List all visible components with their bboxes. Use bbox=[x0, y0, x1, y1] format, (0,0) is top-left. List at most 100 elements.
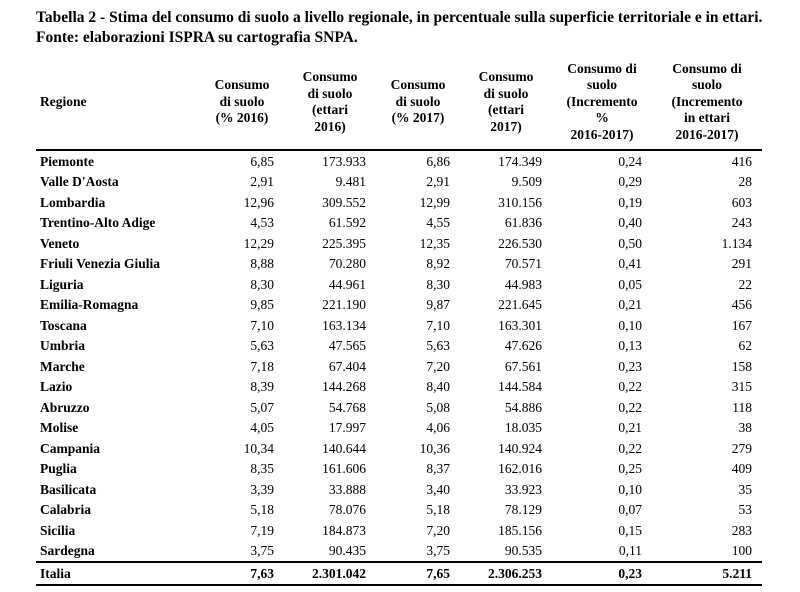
region-name: Sicilia bbox=[40, 522, 76, 538]
cell-incremento-pct: 0,22 bbox=[618, 379, 642, 394]
cell-pct-2016: 4,53 bbox=[250, 215, 274, 230]
table-row: Friuli Venezia Giulia 8,88 70.280 8,92 70.57… bbox=[36, 254, 762, 275]
region-name: Calabria bbox=[40, 502, 92, 517]
column-header-ettari-2016: Consumo di suolo (ettari 2016) bbox=[284, 56, 376, 152]
table-row: Sardegna 3,75 90.435 3,75 90.535 0,11 100 bbox=[36, 541, 762, 563]
cell-incremento-pct: 0,19 bbox=[618, 194, 642, 210]
region-name: Emilia-Romagna bbox=[40, 297, 139, 312]
cell-pct-2016: 8,35 bbox=[250, 461, 274, 476]
cell-pct-2017: 4,06 bbox=[426, 420, 450, 435]
cell-incremento-pct: 0,40 bbox=[618, 215, 642, 230]
cell-pct-2016: 9,85 bbox=[250, 297, 274, 312]
cell-pct-2016: 5,18 bbox=[250, 502, 274, 517]
region-name: Campania bbox=[40, 440, 101, 456]
cell-pct-2017: 3,40 bbox=[426, 481, 450, 497]
cell-ettari-2017: 174.349 bbox=[498, 153, 542, 169]
cell-ettari-2017: 2.306.253 bbox=[460, 561, 552, 586]
table-row: Emilia-Romagna 9,85 221.190 9,87 221.645 0,21… bbox=[36, 295, 762, 316]
table-footer: Italia 7,63 2.301.042 7,65 2.306.253 0,23 5.21… bbox=[36, 561, 762, 586]
column-header-pct-2016: Consumo di suolo (% 2016) bbox=[200, 56, 284, 152]
cell-ettari-2016: 2.301.042 bbox=[284, 561, 376, 586]
cell-ettari-2016: 309.552 bbox=[322, 194, 366, 210]
table-row: Lazio 8,39 144.268 8,40 144.584 0,22 315 bbox=[36, 377, 762, 398]
cell-ettari-2016: 9.481 bbox=[335, 174, 366, 189]
cell-incremento-pct: 0,07 bbox=[618, 502, 642, 517]
cell-pct-2016: 7,19 bbox=[250, 522, 274, 538]
cell-pct-2017: 8,37 bbox=[426, 461, 450, 476]
cell-pct-2016: 7,63 bbox=[200, 561, 284, 586]
cell-pct-2017: 8,30 bbox=[426, 276, 450, 292]
region-name: Puglia bbox=[40, 461, 77, 476]
table-row: Marche 7,18 67.404 7,20 67.561 0,23 158 bbox=[36, 356, 762, 377]
region-name: Lombardia bbox=[40, 194, 106, 210]
cell-pct-2017: 8,40 bbox=[426, 379, 450, 394]
cell-incremento-pct: 0,11 bbox=[618, 543, 642, 558]
cell-pct-2017: 5,18 bbox=[426, 502, 450, 517]
column-header-regione: Regione bbox=[36, 56, 200, 152]
cell-pct-2016: 10,34 bbox=[243, 440, 274, 456]
cell-pct-2017: 10,36 bbox=[419, 440, 450, 456]
cell-ettari-2016: 90.435 bbox=[328, 543, 366, 558]
cell-ettari-2017: 226.530 bbox=[498, 235, 542, 251]
cell-incremento-ettari: 1.134 bbox=[721, 235, 752, 251]
cell-ettari-2017: 70.571 bbox=[504, 256, 542, 271]
cell-ettari-2016: 221.190 bbox=[322, 297, 366, 312]
cell-ettari-2017: 44.983 bbox=[504, 276, 542, 292]
total-row: Italia 7,63 2.301.042 7,65 2.306.253 0,23 5.21… bbox=[36, 561, 762, 586]
table-row: Valle D'Aosta 2,91 9.481 2,91 9.509 0,29 28 bbox=[36, 172, 762, 193]
cell-pct-2016: 5,07 bbox=[250, 399, 274, 415]
cell-ettari-2016: 33.888 bbox=[328, 481, 366, 497]
cell-incremento-ettari: 158 bbox=[731, 358, 752, 374]
cell-ettari-2016: 78.076 bbox=[328, 502, 366, 517]
cell-pct-2017: 7,10 bbox=[426, 317, 450, 333]
table-row: Basilicata 3,39 33.888 3,40 33.923 0,10 35 bbox=[36, 479, 762, 500]
cell-ettari-2017: 47.626 bbox=[504, 338, 542, 353]
cell-pct-2017: 2,91 bbox=[426, 174, 450, 189]
region-name: Basilicata bbox=[40, 481, 97, 497]
cell-incremento-ettari: 35 bbox=[738, 481, 753, 497]
cell-incremento-ettari: 38 bbox=[738, 420, 753, 435]
cell-pct-2017: 12,99 bbox=[419, 194, 450, 210]
region-name: Friuli Venezia Giulia bbox=[40, 256, 161, 271]
cell-incremento-ettari: 315 bbox=[731, 379, 752, 394]
table-row: Trentino-Alto Adige 4,53 61.592 4,55 61.836 0… bbox=[36, 213, 762, 234]
region-name: Toscana bbox=[40, 317, 87, 333]
cell-ettari-2017: 221.645 bbox=[498, 297, 542, 312]
cell-incremento-ettari: 279 bbox=[731, 440, 752, 456]
table-row: Puglia 8,35 161.606 8,37 162.016 0,25 409 bbox=[36, 459, 762, 480]
region-name: Molise bbox=[40, 420, 79, 435]
consumo-suolo-table: Regione Consumo di suolo (% 2016) Consumo … bbox=[36, 56, 762, 586]
cell-incremento-ettari: 28 bbox=[738, 174, 753, 189]
cell-incremento-ettari: 243 bbox=[731, 215, 752, 230]
column-header-ettari-2017: Consumo di suolo (ettari 2017) bbox=[460, 56, 552, 152]
cell-pct-2016: 7,18 bbox=[250, 358, 274, 374]
table-row: Toscana 7,10 163.134 7,10 163.301 0,10 167 bbox=[36, 315, 762, 336]
table-row: Lombardia 12,96 309.552 12,99 310.156 0,19 603 bbox=[36, 192, 762, 213]
cell-ettari-2017: 78.129 bbox=[504, 502, 542, 517]
cell-pct-2016: 8,39 bbox=[250, 379, 274, 394]
cell-pct-2016: 8,88 bbox=[250, 256, 274, 271]
region-name: Abruzzo bbox=[40, 399, 90, 415]
cell-pct-2017: 5,63 bbox=[426, 338, 450, 353]
column-header-pct-2017: Consumo di suolo (% 2017) bbox=[376, 56, 460, 152]
cell-incremento-ettari: 167 bbox=[731, 317, 752, 333]
cell-incremento-pct: 0,21 bbox=[618, 420, 642, 435]
cell-incremento-pct: 0,24 bbox=[618, 153, 642, 169]
cell-ettari-2017: 54.886 bbox=[504, 399, 542, 415]
table-row: Molise 4,05 17.997 4,06 18.035 0,21 38 bbox=[36, 418, 762, 439]
cell-incremento-ettari: 291 bbox=[731, 256, 752, 271]
cell-pct-2017: 5,08 bbox=[426, 399, 450, 415]
cell-incremento-pct: 0,41 bbox=[618, 256, 642, 271]
cell-incremento-pct: 0,23 bbox=[618, 358, 642, 374]
cell-ettari-2016: 144.268 bbox=[322, 379, 366, 394]
cell-ettari-2016: 173.933 bbox=[322, 153, 366, 169]
cell-incremento-ettari: 62 bbox=[738, 338, 753, 353]
table-caption: Tabella 2 - Stima del consumo di suolo a… bbox=[36, 9, 763, 47]
cell-ettari-2017: 144.584 bbox=[498, 379, 542, 394]
cell-pct-2017: 7,20 bbox=[426, 522, 450, 538]
table-row: Piemonte 6,85 173.933 6,86 174.349 0,24 416 bbox=[36, 150, 762, 172]
cell-incremento-pct: 0,15 bbox=[618, 522, 642, 538]
cell-incremento-ettari: 416 bbox=[731, 153, 752, 169]
cell-pct-2017: 6,86 bbox=[426, 153, 450, 169]
